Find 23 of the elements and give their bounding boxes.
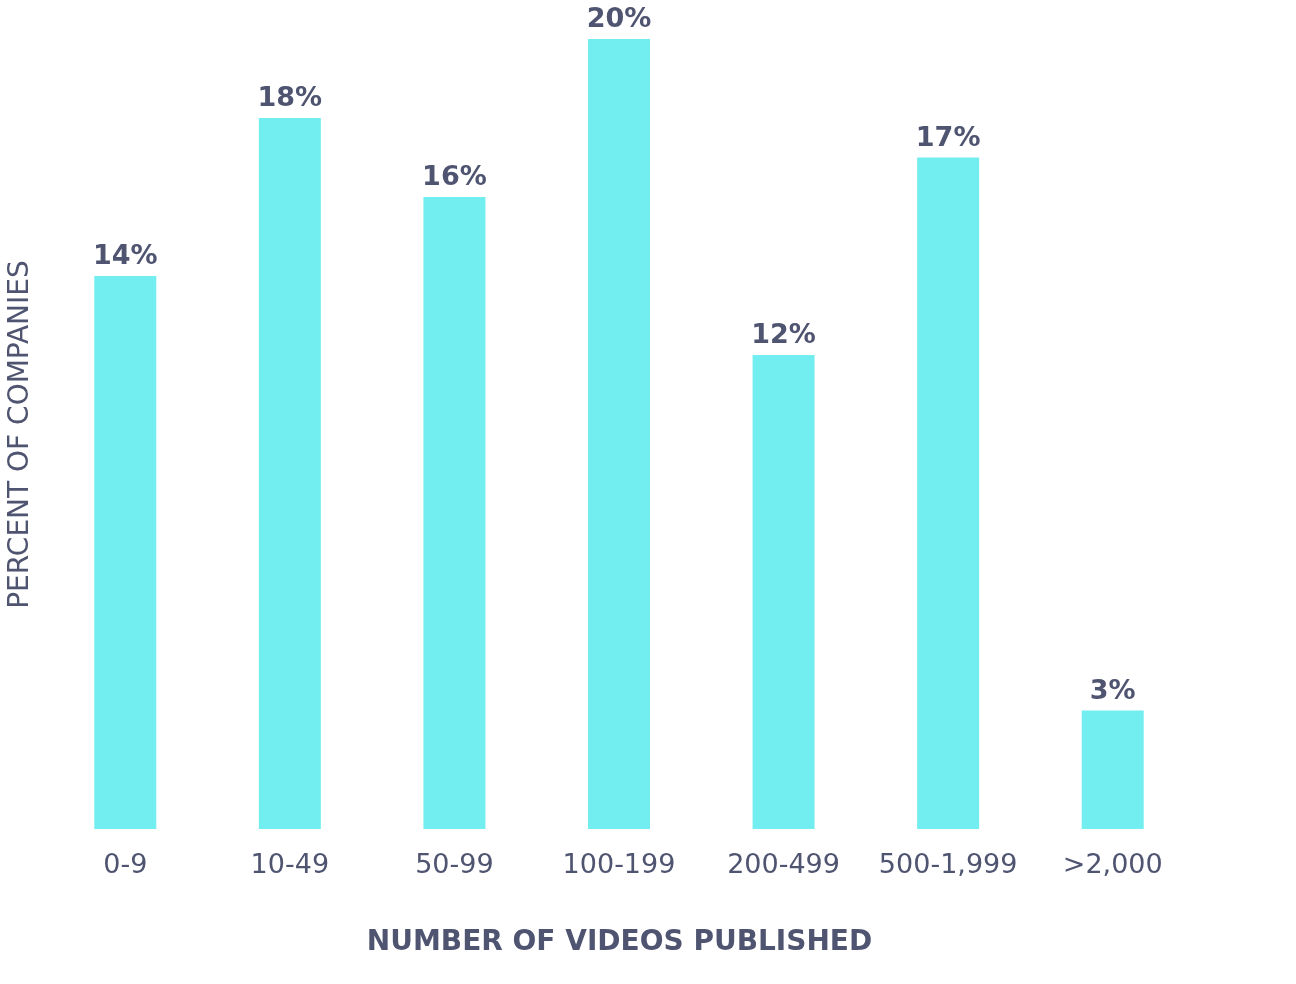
y-axis-title: PERCENT OF COMPANIES bbox=[1, 260, 35, 609]
data-label: 20% bbox=[586, 2, 652, 33]
data-label: 16% bbox=[422, 160, 487, 191]
bar bbox=[752, 355, 815, 829]
bar bbox=[423, 197, 486, 829]
data-label: 3% bbox=[1089, 673, 1136, 705]
data-label: 12% bbox=[751, 318, 816, 349]
bar bbox=[94, 276, 157, 829]
bar bbox=[258, 118, 321, 829]
bar bbox=[1081, 710, 1144, 829]
x-axis-title: NUMBER OF VIDEOS PUBLISHED bbox=[366, 923, 873, 957]
x-tick-label: 50-99 bbox=[415, 847, 494, 879]
x-tick-label: 10-49 bbox=[250, 847, 330, 879]
x-tick-label: 200-499 bbox=[727, 847, 840, 879]
bar bbox=[917, 157, 980, 829]
data-label: 18% bbox=[257, 81, 323, 112]
bar bbox=[588, 39, 650, 829]
x-tick-label: >2,000 bbox=[1062, 847, 1163, 879]
x-tick-label: 0-9 bbox=[103, 847, 148, 879]
x-tick-label: 100-199 bbox=[562, 847, 676, 879]
data-label: 17% bbox=[915, 120, 981, 152]
data-label: 14% bbox=[92, 239, 158, 270]
x-tick-label: 500-1,999 bbox=[878, 847, 1018, 879]
